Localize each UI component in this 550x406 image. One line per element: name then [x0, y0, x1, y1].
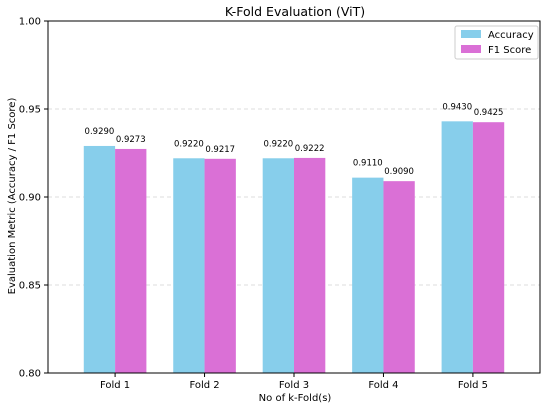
x-axis-ticks: Fold 1 Fold 2 Fold 3 Fold 4 Fold 5: [100, 373, 488, 391]
x-axis-label: No of k-Fold(s): [259, 393, 332, 404]
data-label-f1-score: 0.9222: [295, 144, 325, 154]
data-label-accuracy: 0.9110: [353, 159, 383, 169]
bar-accuracy: [83, 145, 116, 373]
y-tick-label: 0.85: [19, 281, 41, 292]
data-label-f1-score: 0.9273: [116, 135, 146, 145]
y-tick-label: 1.00: [19, 17, 41, 28]
y-tick-label: 0.90: [19, 193, 41, 204]
y-tick-label: 0.95: [19, 105, 41, 116]
chart-title: K-Fold Evaluation (ViT): [225, 4, 365, 19]
legend-label-f1-score: F1 Score: [488, 45, 531, 56]
bar-accuracy: [262, 158, 294, 373]
legend: Accuracy F1 Score: [454, 25, 539, 60]
bar-f1-score: [115, 148, 147, 373]
legend-swatch-f1-score: [461, 45, 481, 53]
x-tick-label: Fold 1: [100, 380, 130, 391]
data-label-f1-score: 0.9217: [205, 145, 235, 155]
bar-f1-score: [204, 158, 236, 373]
bar-accuracy: [173, 158, 205, 373]
bar-f1-score: [294, 157, 326, 373]
data-label-accuracy: 0.9220: [174, 139, 204, 149]
x-tick-label: Fold 5: [458, 380, 488, 391]
data-label-f1-score: 0.9090: [384, 167, 414, 177]
data-label-accuracy: 0.9220: [263, 139, 293, 149]
x-tick-label: Fold 2: [189, 380, 219, 391]
data-label-accuracy: 0.9430: [442, 102, 472, 112]
x-tick-label: Fold 4: [368, 380, 398, 391]
y-tick-label: 0.80: [19, 369, 41, 380]
bar-f1-score: [383, 181, 415, 373]
y-axis-ticks: 0.80 0.85 0.90 0.95 1.00: [19, 17, 48, 380]
x-tick-label: Fold 3: [279, 380, 309, 391]
data-label-accuracy: 0.9290: [85, 127, 115, 137]
legend-label-accuracy: Accuracy: [488, 30, 534, 41]
data-label-f1-score: 0.9425: [474, 108, 504, 118]
bar-accuracy: [352, 177, 384, 373]
y-axis-label: Evaluation Metric (Accuracy / F1 Score): [7, 98, 18, 295]
legend-swatch-accuracy: [461, 30, 481, 38]
bars: [83, 121, 505, 373]
bar-f1-score: [472, 122, 505, 373]
bar-accuracy: [441, 121, 473, 373]
